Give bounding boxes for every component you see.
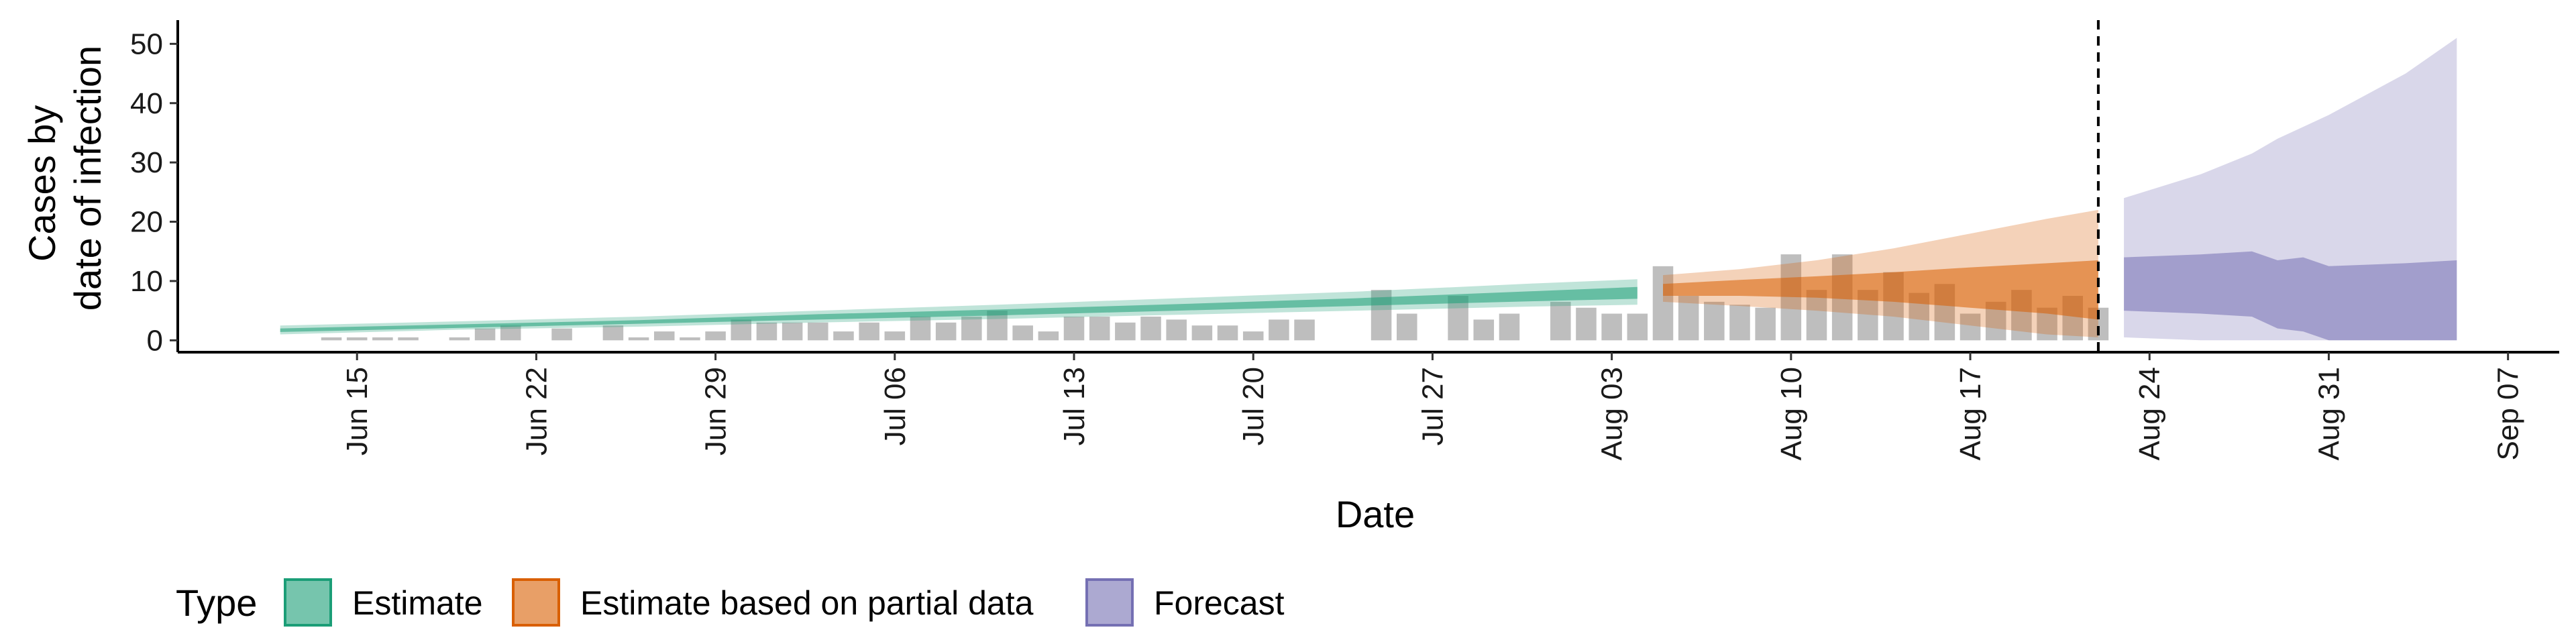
- observed-bar: [1806, 290, 1827, 341]
- legend-label-estimate: Estimate: [352, 584, 483, 622]
- observed-bar: [474, 328, 496, 341]
- x-tick-label: Jul 20: [1237, 367, 1270, 445]
- observed-bar: [1217, 325, 1238, 341]
- observed-bar: [602, 325, 624, 341]
- x-tick-label: Aug 24: [2133, 367, 2166, 460]
- observed-bar: [398, 337, 419, 341]
- y-axis-title: Cases by date of infection: [21, 46, 109, 311]
- legend-label-forecast: Forecast: [1154, 584, 1285, 622]
- observed-bar: [859, 322, 879, 341]
- observed-bar: [756, 322, 777, 341]
- x-tick-label: Jun 29: [700, 367, 733, 455]
- observed-bar: [1704, 301, 1725, 341]
- observed-bar: [372, 337, 393, 341]
- observed-bar: [1780, 254, 1802, 341]
- x-tick-label: Aug 31: [2312, 367, 2345, 460]
- x-tick-label: Jul 13: [1058, 367, 1091, 445]
- estimate-bands: [280, 38, 2457, 341]
- x-tick-label: Sep 07: [2492, 367, 2525, 460]
- observed-bar: [1294, 319, 1315, 341]
- observed-bar: [1166, 319, 1187, 341]
- observed-bar: [1115, 322, 1136, 341]
- observed-bar: [1396, 313, 1417, 341]
- observed-bar: [731, 319, 752, 341]
- x-tick-label: Jun 15: [341, 367, 374, 455]
- observed-bar: [1063, 316, 1085, 341]
- observed-bar: [680, 337, 700, 341]
- x-tick-label: Aug 03: [1596, 367, 1629, 460]
- observed-bar: [1191, 325, 1213, 341]
- estimate-outer-band: [280, 279, 1638, 335]
- y-axis-title-line-2: date of infection: [66, 46, 109, 311]
- observed-bar: [1140, 316, 1161, 341]
- y-axis-ticks: 0 10 20 30 40 50: [130, 28, 178, 357]
- observed-bar: [551, 328, 572, 341]
- y-tick-label: 0: [147, 324, 163, 357]
- observed-bar: [705, 331, 726, 341]
- observed-bar: [808, 322, 828, 341]
- legend-key-estimate: [284, 578, 332, 627]
- observed-bar: [1601, 313, 1622, 341]
- y-tick-label: 50: [130, 28, 163, 60]
- axes: 0 10 20 30 40 50 Jun 15 Jun 22 Jun 29 Jul 06 Jul …: [21, 20, 2559, 535]
- observed-bar: [987, 311, 1008, 341]
- observed-bar: [1678, 296, 1699, 341]
- observed-bar: [884, 331, 906, 341]
- legend-label-estimate-based-on-partial-data: Estimate based on partial data: [580, 584, 1034, 622]
- forecast-inner-band: [2124, 251, 2457, 341]
- observed-bar: [500, 325, 521, 341]
- observed-bar: [1499, 313, 1520, 341]
- observed-bar: [1652, 266, 1674, 341]
- observed-bar: [1755, 307, 1776, 341]
- observed-bar: [1576, 307, 1597, 341]
- plot-area: [280, 20, 2457, 352]
- x-axis-title: Date: [1336, 493, 1415, 535]
- observed-bar: [1038, 331, 1059, 341]
- observed-bar: [1627, 313, 1648, 341]
- legend-title: Type: [176, 582, 257, 624]
- observed-bar: [1012, 325, 1033, 341]
- x-tick-label: Jul 06: [879, 367, 912, 445]
- observed-bar: [935, 322, 957, 341]
- x-axis-ticks: Jun 15 Jun 22 Jun 29 Jul 06 Jul 13 Jul 20 Jul …: [341, 352, 2525, 460]
- estimate-inner-band: [280, 286, 1638, 332]
- observed-bar: [1089, 316, 1110, 341]
- y-tick-label: 20: [130, 206, 163, 239]
- observed-bar: [654, 331, 675, 341]
- observed-bar: [910, 316, 931, 341]
- legend-key-forecast: [1085, 578, 1134, 627]
- observed-bar: [1242, 331, 1264, 341]
- observed-bar: [1473, 319, 1495, 341]
- observed-bar: [782, 322, 803, 341]
- observed-bar: [1550, 301, 1571, 341]
- observed-bar: [449, 337, 470, 341]
- observed-bar: [321, 337, 342, 341]
- x-tick-label: Aug 17: [1954, 367, 1987, 460]
- legend: Type Estimate Estimate based on partial d…: [176, 578, 1285, 627]
- observed-bar: [346, 337, 368, 341]
- observed-bar: [833, 331, 854, 341]
- estimate-based-on-partial-data-inner-band: [1663, 260, 2098, 320]
- y-tick-label: 40: [130, 87, 163, 120]
- legend-key-estimate-based-on-partial-data: [512, 578, 560, 627]
- observed-bar: [1960, 313, 1981, 341]
- y-tick-label: 10: [130, 265, 163, 298]
- observed-bar: [961, 316, 982, 341]
- observed-bar: [1269, 319, 1289, 341]
- y-tick-label: 30: [130, 146, 163, 179]
- x-tick-label: Aug 10: [1775, 367, 1808, 460]
- x-tick-label: Jul 27: [1416, 367, 1449, 445]
- observed-bar: [628, 337, 649, 341]
- observed-bar: [1729, 305, 1750, 341]
- y-axis-title-line-1: Cases by: [21, 105, 63, 262]
- x-tick-label: Jun 22: [520, 367, 553, 455]
